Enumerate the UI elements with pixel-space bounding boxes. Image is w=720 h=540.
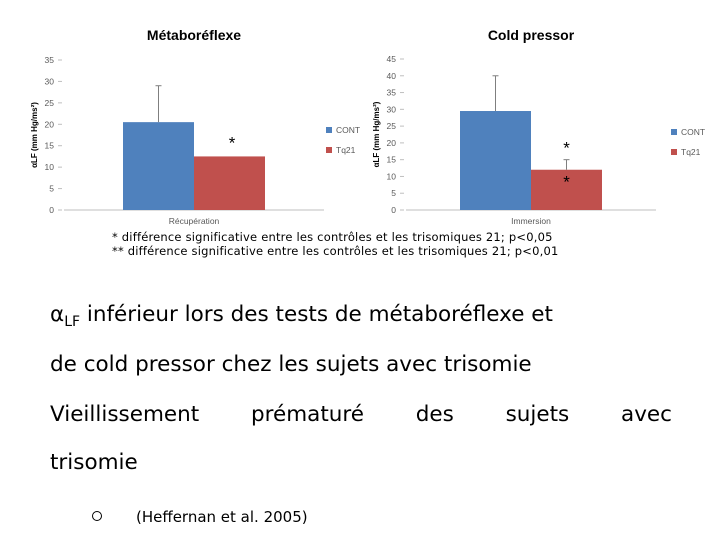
y-tick-label: 5 [391, 188, 396, 198]
word-des: des [415, 402, 454, 427]
alpha-symbol: α [50, 302, 65, 327]
x-category-label: Immersion [511, 216, 551, 226]
y-tick-label: 20 [45, 119, 55, 129]
y-tick-label: 40 [387, 71, 397, 81]
y-tick-label: 0 [49, 205, 54, 215]
y-tick-label: 35 [387, 88, 397, 98]
y-tick-label: 5 [49, 184, 54, 194]
statement-line-4: trisomie [50, 450, 138, 475]
note-p001: ** différence significative entre les co… [112, 244, 559, 258]
significance-notes: * différence significative entre les con… [112, 230, 559, 258]
y-tick-label: 25 [387, 121, 397, 131]
legend-label-tq21: Tq21 [336, 145, 356, 155]
y-axis-label: αLF (mm Hg/ms²) [30, 102, 39, 168]
word-premature: prématuré [250, 402, 364, 427]
bar-tq21 [194, 156, 265, 210]
chart-svg: Cold pressor 0 5 10 15 20 25 30 35 40 45 αLF (mm Hg… [372, 27, 705, 226]
legend-label-tq21: Tq21 [681, 147, 701, 157]
y-tick-label: 30 [45, 76, 55, 86]
bar-cont [460, 111, 531, 210]
y-tick-label: 10 [45, 162, 55, 172]
word-vieillissement: Vieillissement [50, 402, 200, 427]
legend-swatch-tq21 [671, 149, 677, 155]
y-tick-label: 30 [387, 104, 397, 114]
significance-marker-2: * [563, 173, 570, 192]
statement-line-3: Vieillissement prématuré des sujets avec [50, 402, 672, 427]
word-sujets: sujets [505, 402, 570, 427]
y-tick-label: 15 [387, 155, 397, 165]
y-tick-label: 15 [45, 141, 55, 151]
citation: (Heffernan et al. 2005) [92, 508, 308, 526]
y-tick-label: 45 [387, 54, 397, 64]
note-p005: * différence significative entre les con… [112, 230, 553, 244]
significance-marker: * [229, 133, 236, 152]
legend-swatch-cont [326, 127, 332, 133]
statement-line-1: αLF inférieur lors des tests de métaboré… [50, 302, 553, 330]
bar-cont [123, 122, 194, 210]
legend-swatch-tq21 [326, 147, 332, 153]
word-avec: avec [621, 402, 672, 427]
chart-svg: Métaboréflexe 0 5 10 15 20 25 30 35 αLF (mm Hg/ms… [30, 27, 360, 226]
bar-tq21 [531, 169, 602, 210]
y-tick-label: 25 [45, 98, 55, 108]
chart-cold-pressor: Cold pressor 0 5 10 15 20 25 30 35 40 45 αLF (mm Hg… [370, 0, 715, 230]
statement-line-2: de cold pressor chez les sujets avec tri… [50, 352, 532, 377]
chart-title: Métaboréflexe [147, 27, 241, 43]
chart-metaboreflexe: Métaboréflexe 0 5 10 15 20 25 30 35 αLF (mm Hg/ms… [30, 0, 390, 230]
y-tick-label: 10 [387, 171, 397, 181]
statement-line-1-text: inférieur lors des tests de métaboréflex… [80, 302, 553, 327]
citation-text: (Heffernan et al. 2005) [136, 508, 308, 526]
legend-swatch-cont [671, 129, 677, 135]
significance-marker-1: * [563, 139, 570, 158]
legend-label-cont: CONT [336, 125, 360, 135]
circle-bullet-icon [92, 511, 102, 521]
legend-label-cont: CONT [681, 127, 705, 137]
alpha-subscript: LF [64, 314, 81, 330]
y-axis-label: αLF (mm Hg/ms²) [372, 101, 381, 167]
x-category-label: Récupération [169, 216, 220, 226]
y-tick-label: 35 [45, 55, 55, 65]
y-tick-label: 20 [387, 138, 397, 148]
y-tick-label: 0 [391, 205, 396, 215]
chart-title: Cold pressor [488, 27, 575, 43]
